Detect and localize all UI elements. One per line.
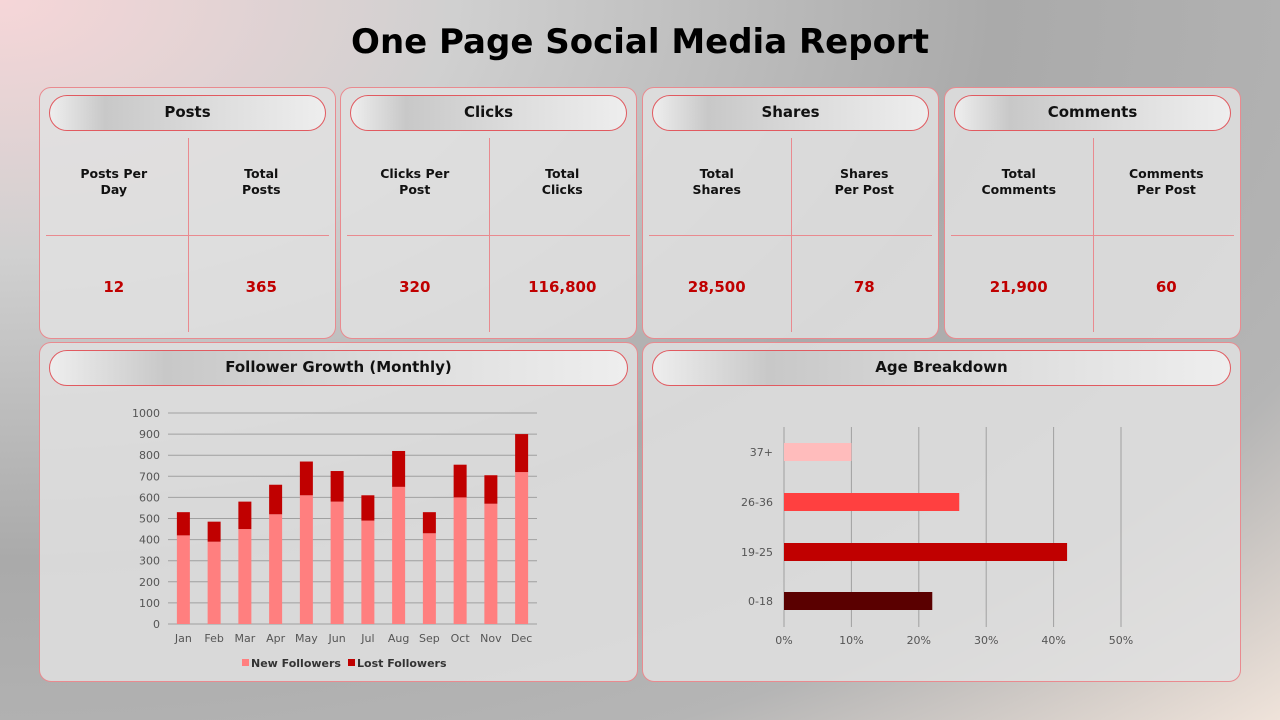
bar-new-followers — [299, 495, 313, 624]
metric-value: 12 — [103, 278, 125, 296]
metric-value: 116,800 — [528, 278, 597, 296]
card-title: Clicks — [350, 95, 627, 131]
x-tick-label: Feb — [204, 632, 223, 645]
x-tick-label: 30% — [974, 634, 998, 647]
bar-lost-followers — [269, 484, 283, 515]
y-tick-label: 1000 — [132, 407, 160, 420]
y-tick-label: 0 — [153, 618, 160, 631]
metric-label: Total Posts — [241, 166, 281, 197]
metric-label: Total Comments — [981, 166, 1057, 197]
page-title: One Page Social Media Report — [351, 22, 929, 62]
y-tick-label: 900 — [139, 428, 160, 441]
y-tick-label: 200 — [139, 576, 160, 589]
metric-card-posts: Posts Posts Per Day 12 Total Posts 365 — [39, 87, 336, 339]
age-bar — [784, 592, 933, 610]
y-tick-label: 500 — [139, 513, 160, 526]
metric-value: 60 — [1155, 278, 1177, 296]
bar-lost-followers — [330, 471, 344, 502]
divider — [649, 235, 932, 236]
metric-value: 365 — [245, 278, 277, 296]
card-title: Shares — [652, 95, 929, 131]
y-tick-label: 700 — [139, 470, 160, 483]
bar-lost-followers — [176, 512, 190, 536]
y-tick-label: 600 — [139, 491, 160, 504]
y-tick-label: 300 — [139, 555, 160, 568]
y-tick-label: 37+ — [750, 446, 773, 459]
metric-card-comments: Comments Total Comments 21,900 Comments Per… — [944, 87, 1241, 339]
bar-lost-followers — [422, 512, 436, 534]
bar-new-followers — [176, 535, 190, 624]
bar-lost-followers — [238, 501, 252, 530]
legend-swatch — [348, 659, 355, 666]
metric-value: 320 — [399, 278, 431, 296]
x-tick-label: Oct — [451, 632, 471, 645]
legend-swatch — [242, 659, 249, 666]
metric-label: Shares Per Post — [834, 166, 894, 197]
y-tick-label: 19-25 — [741, 546, 773, 559]
metric-card-clicks: Clicks Clicks Per Post 320 Total Clicks 116,… — [340, 87, 637, 339]
age-bar — [784, 543, 1068, 561]
bar-lost-followers — [207, 521, 221, 542]
legend-label: New Followers — [251, 657, 341, 670]
bar-new-followers — [453, 497, 467, 624]
divider — [951, 235, 1234, 236]
bar-new-followers — [422, 533, 436, 624]
metric-value: 21,900 — [989, 278, 1048, 296]
age-bar — [784, 493, 960, 511]
bar-lost-followers — [392, 450, 406, 487]
age-breakdown-panel: Age Breakdown — [642, 342, 1241, 682]
y-tick-label: 800 — [139, 449, 160, 462]
x-tick-label: May — [295, 632, 318, 645]
metric-card-shares: Shares Total Shares 28,500 Shares Per Post 7… — [642, 87, 939, 339]
bar-new-followers — [330, 501, 344, 624]
x-tick-label: Jul — [360, 632, 374, 645]
metric-value: 78 — [853, 278, 875, 296]
bar-lost-followers — [515, 434, 529, 473]
bar-new-followers — [515, 472, 529, 624]
divider — [46, 235, 329, 236]
x-tick-label: Aug — [388, 632, 409, 645]
x-tick-label: Apr — [266, 632, 286, 645]
legend-label: Lost Followers — [357, 657, 447, 670]
x-tick-label: 0% — [775, 634, 792, 647]
x-tick-label: Dec — [511, 632, 532, 645]
y-tick-label: 0-18 — [748, 595, 773, 608]
card-title: Comments — [954, 95, 1231, 131]
panel-title: Follower Growth (Monthly) — [49, 350, 628, 386]
x-tick-label: Jun — [328, 632, 346, 645]
x-tick-label: 20% — [907, 634, 931, 647]
x-tick-label: Mar — [234, 632, 255, 645]
bar-new-followers — [207, 541, 221, 624]
y-tick-label: 26-36 — [741, 496, 773, 509]
metric-label: Total Shares — [692, 166, 741, 197]
x-tick-label: 50% — [1109, 634, 1133, 647]
divider — [347, 235, 630, 236]
x-tick-label: 10% — [839, 634, 863, 647]
panel-title: Age Breakdown — [652, 350, 1231, 386]
metric-label: Total Clicks — [541, 166, 583, 197]
metric-label: Posts Per Day — [80, 166, 148, 197]
bar-new-followers — [484, 503, 498, 624]
bar-new-followers — [269, 514, 283, 624]
y-tick-label: 400 — [139, 534, 160, 547]
bar-lost-followers — [453, 464, 467, 498]
bar-lost-followers — [299, 461, 313, 496]
metric-value: 28,500 — [687, 278, 746, 296]
card-title: Posts — [49, 95, 326, 131]
x-tick-label: Sep — [419, 632, 440, 645]
bar-new-followers — [238, 529, 252, 624]
bar-lost-followers — [361, 495, 375, 521]
bar-new-followers — [361, 520, 375, 624]
x-tick-label: 40% — [1041, 634, 1065, 647]
metric-label: Clicks Per Post — [380, 166, 450, 197]
x-tick-label: Nov — [480, 632, 502, 645]
bar-lost-followers — [484, 475, 498, 504]
y-tick-label: 100 — [139, 597, 160, 610]
x-tick-label: Jan — [174, 632, 192, 645]
metric-label: Comments Per Post — [1128, 166, 1204, 197]
bar-new-followers — [392, 486, 406, 624]
age-bar — [784, 443, 852, 461]
